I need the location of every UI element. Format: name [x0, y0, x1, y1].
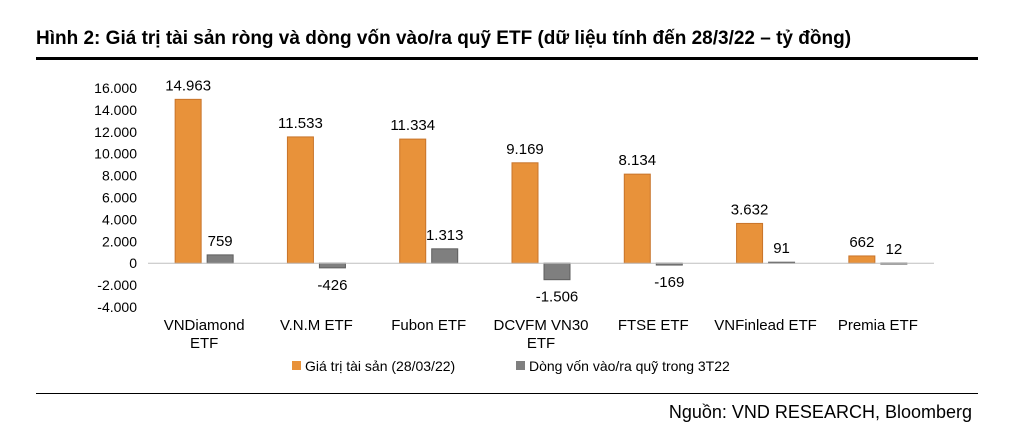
category-label: Fubon ETF [391, 317, 466, 334]
figure-title: Hình 2: Giá trị tài sản ròng và dòng vốn… [36, 28, 852, 49]
fund-flow-label: 91 [773, 240, 790, 257]
legend-label-fund-flow: Dòng vốn vào/ra quỹ trong 3T22 [529, 358, 730, 374]
fund-flow-bar [206, 254, 234, 264]
asset-value-bar [174, 98, 202, 264]
y-tick-label: 16.000 [94, 80, 137, 96]
y-tick-label: 14.000 [94, 102, 137, 118]
y-tick-label: -2.000 [97, 277, 137, 293]
source-rule [36, 393, 978, 394]
asset-value-bar [286, 136, 314, 264]
asset-value-label: 8.134 [619, 152, 657, 169]
legend-swatch-fund-flow [516, 361, 525, 370]
y-tick-label: 4.000 [102, 211, 137, 227]
fund-flow-label: 759 [208, 233, 233, 250]
category-label: DCVFM VN30 [493, 317, 588, 334]
category-label: VNFinlead ETF [714, 317, 817, 334]
asset-value-bar [511, 162, 539, 264]
y-tick-label: 10.000 [94, 146, 137, 162]
category-label: Premia ETF [838, 317, 918, 334]
category-label: V.N.M ETF [280, 317, 353, 334]
asset-value-bar [399, 138, 427, 264]
asset-value-label: 9.169 [506, 141, 544, 158]
legend-swatch-asset-value [292, 361, 301, 370]
category-label: FTSE ETF [618, 317, 689, 334]
title-rule [36, 57, 978, 60]
fund-flow-label: -1.506 [536, 289, 579, 306]
asset-value-label: 11.533 [278, 115, 323, 132]
fund-flow-label: -169 [654, 274, 684, 291]
fund-flow-label: -426 [317, 277, 347, 294]
legend-label-asset-value: Giá trị tài sản (28/03/22) [305, 358, 455, 374]
asset-value-bar [623, 173, 651, 264]
y-tick-label: -4.000 [97, 299, 137, 315]
asset-value-label: 662 [849, 234, 874, 251]
source-note: Nguồn: VND RESEARCH, Bloomberg [668, 402, 972, 422]
fund-flow-bar [318, 262, 346, 269]
category-label: ETF [190, 335, 218, 352]
asset-value-label: 11.334 [390, 117, 435, 134]
fund-flow-bar [431, 248, 459, 264]
asset-value-bar [736, 222, 764, 264]
category-label: ETF [527, 335, 555, 352]
y-tick-label: 6.000 [102, 190, 137, 206]
y-tick-label: 0 [129, 255, 137, 271]
category-label: VNDiamond [164, 317, 245, 334]
y-tick-label: 8.000 [102, 168, 137, 184]
asset-value-label: 3.632 [731, 201, 769, 218]
asset-value-bar [848, 255, 876, 264]
fund-flow-bar [543, 262, 571, 281]
y-tick-label: 2.000 [102, 233, 137, 249]
fund-flow-label: 1.313 [426, 227, 464, 244]
y-tick-label: 12.000 [94, 124, 137, 140]
fund-flow-label: 12 [886, 241, 903, 258]
asset-value-label: 14.963 [165, 77, 211, 94]
